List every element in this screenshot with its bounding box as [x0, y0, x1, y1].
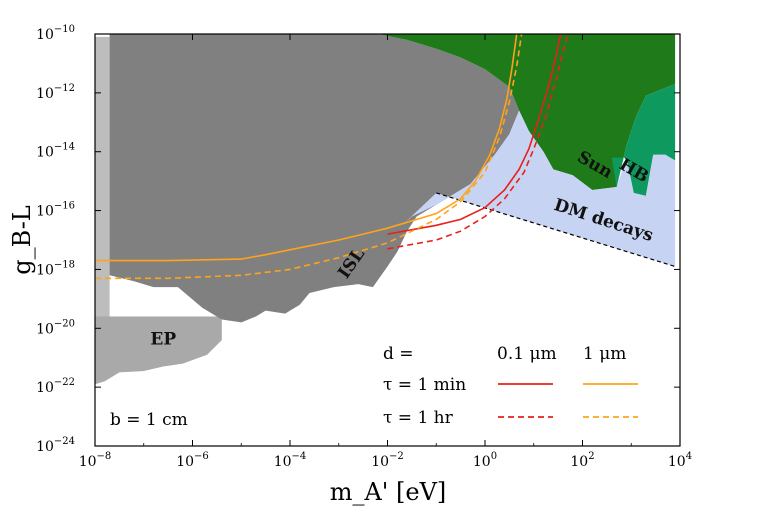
x-tick-label-3: 10−2	[371, 451, 404, 470]
x-tick-label-1: 10−6	[176, 451, 209, 470]
y-tick-label-6: 10−22	[36, 377, 75, 396]
region-hb	[611, 84, 676, 196]
y-tick-label-1: 10−12	[36, 83, 75, 102]
y-tick-label-7: 10−24	[36, 436, 75, 455]
series-line-1	[387, 34, 569, 250]
y-tick-label-4: 10−18	[36, 259, 75, 278]
legend-row-1min: τ = 1 min	[383, 375, 466, 395]
legend: d = 0.1 μm 1 μm τ = 1 min τ = 1 hr	[383, 344, 638, 428]
series-line-2	[95, 34, 518, 262]
region-sun	[377, 34, 676, 190]
series-line-0	[387, 34, 562, 235]
region-dm-decays	[402, 110, 676, 267]
legend-row-1hr: τ = 1 hr	[383, 408, 454, 428]
axis-ticks: 10−8 10−6 10−4 10−2 100 102 104 10−10 10−12 10−14…	[36, 24, 692, 470]
sensitivity-curves	[95, 34, 569, 280]
legend-header-d: d =	[383, 344, 414, 364]
y-axis-label: g_B-L	[8, 205, 36, 275]
x-tick-label-0: 10−8	[79, 451, 112, 470]
y-tick-label-5: 10−20	[36, 318, 75, 337]
y-tick-label-0: 10−10	[36, 24, 75, 43]
series-line-3	[95, 34, 523, 280]
x-tick-label-4: 100	[473, 451, 497, 470]
region-ep	[95, 316, 222, 385]
region-isl	[109, 34, 520, 323]
legend-header-1um: 1 μm	[583, 344, 626, 364]
x-axis-label: m_A' [eV]	[330, 478, 447, 506]
region-excluded-1	[95, 36, 110, 317]
annotation-b: b = 1 cm	[110, 410, 188, 430]
x-tick-label-5: 102	[570, 451, 594, 470]
legend-header-01um: 0.1 μm	[497, 344, 557, 364]
y-tick-label-2: 10−14	[36, 142, 75, 161]
y-tick-label-3: 10−16	[36, 201, 75, 220]
x-tick-label-2: 10−4	[274, 451, 307, 470]
region-label-ep: EP	[150, 329, 176, 349]
exclusion-regions	[95, 34, 676, 385]
x-tick-label-6: 104	[668, 451, 692, 470]
